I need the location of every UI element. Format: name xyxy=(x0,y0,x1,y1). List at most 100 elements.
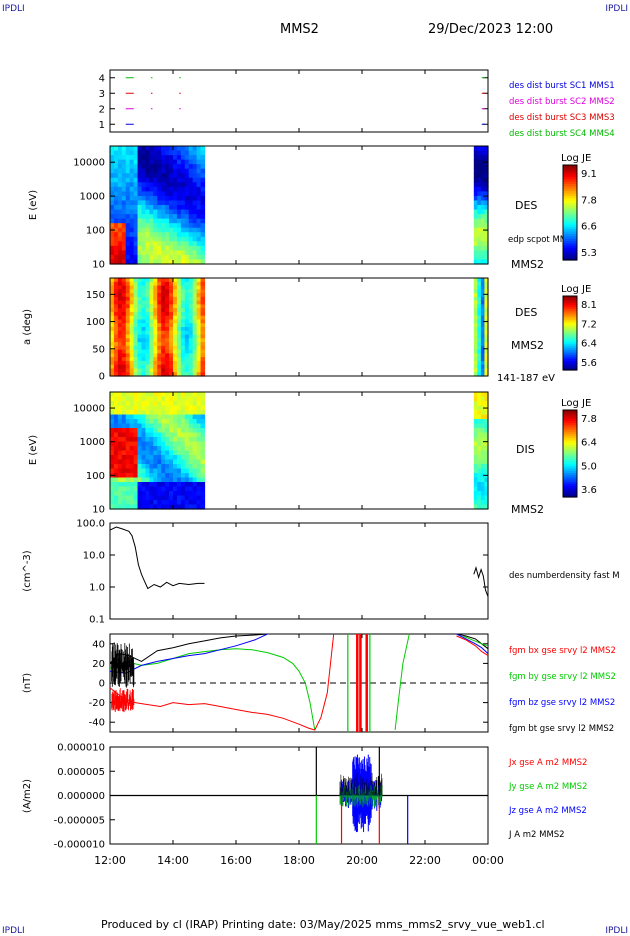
spectrogram-cell xyxy=(176,357,182,362)
spectrogram-cell xyxy=(173,482,178,488)
spectrogram-cell xyxy=(157,150,162,156)
spectrogram-cell xyxy=(165,468,170,474)
spectrogram-cell xyxy=(117,477,123,483)
spectrogram-cell xyxy=(121,289,127,294)
spectrogram-cell xyxy=(176,342,182,347)
spectrogram-cell xyxy=(157,214,162,220)
spectrogram-cell xyxy=(473,327,478,332)
spectrogram-cell xyxy=(113,182,119,188)
spectrogram-cell xyxy=(157,300,162,305)
spectrogram-cell xyxy=(153,227,158,233)
spectrogram-cell xyxy=(184,401,190,407)
spectrogram-cell xyxy=(188,245,194,251)
spectrogram-cell xyxy=(188,401,194,407)
spectrogram-cell xyxy=(141,177,147,183)
spectrogram-cell xyxy=(188,464,194,470)
spectrogram-cell xyxy=(157,410,162,416)
current-burst xyxy=(339,754,383,833)
current-ylabel: (A/m2) xyxy=(22,779,33,813)
spectrogram-cell xyxy=(153,473,158,479)
spectrogram-cell xyxy=(192,150,198,156)
spectrogram-cell xyxy=(165,200,170,206)
spectrogram-cell xyxy=(165,254,170,261)
spectrogram-cell xyxy=(113,372,119,377)
spectrogram-cell xyxy=(157,414,162,420)
des-pitch-y-tick-label: 100 xyxy=(86,317,105,328)
spectrogram-cell xyxy=(141,500,147,506)
spectrogram-cell xyxy=(176,254,182,261)
spectrogram-cell xyxy=(188,259,194,265)
spectrogram-cell xyxy=(165,477,170,483)
spectrogram-cell xyxy=(173,396,178,402)
spectrogram-cell xyxy=(192,349,198,354)
spectrogram-cell xyxy=(149,218,154,224)
spectrogram-cell xyxy=(180,450,186,456)
des-energy-colorbar-swatch xyxy=(563,231,577,235)
spectrogram-cell xyxy=(173,410,178,416)
spectrogram-cell xyxy=(117,441,123,447)
spectrogram-cell xyxy=(141,392,147,398)
spectrogram-cell xyxy=(176,455,182,461)
spectrogram-cell xyxy=(180,455,186,461)
spectrogram-cell xyxy=(125,281,131,287)
spectrogram-cell xyxy=(180,342,186,347)
spectrogram-cell xyxy=(176,168,182,174)
density-frame xyxy=(109,522,489,620)
spectrogram-cell xyxy=(117,446,123,452)
spectrogram-cell xyxy=(149,342,154,347)
spectrogram-cell xyxy=(157,486,162,492)
spectrogram-cell xyxy=(169,414,174,420)
spectrogram-cell xyxy=(188,293,194,298)
spectrogram-cell xyxy=(125,500,131,506)
spectrogram-cell xyxy=(153,396,158,402)
spectrogram-cell xyxy=(192,155,198,161)
spectrogram-cell xyxy=(145,368,150,373)
spectrogram-cell xyxy=(141,300,147,305)
spectrogram-cell xyxy=(473,164,478,170)
spectrogram-cell xyxy=(484,250,489,256)
spectrogram-cell xyxy=(137,311,143,317)
spectrogram-cell xyxy=(176,401,182,407)
spectrogram-cell xyxy=(473,146,478,152)
spectrogram-cell xyxy=(141,334,147,339)
spectrogram-cell xyxy=(125,227,131,233)
spectrogram-cell xyxy=(480,150,486,156)
spectrogram-cell xyxy=(149,245,154,251)
spectrogram-cell xyxy=(157,177,162,183)
spectrogram-cell xyxy=(196,205,202,211)
spectrogram-cell xyxy=(192,259,198,265)
spectrogram-cell xyxy=(188,205,194,211)
spectrogram-cell xyxy=(480,455,486,461)
spectrogram-cell xyxy=(480,173,486,179)
spectrogram-cell xyxy=(173,164,178,170)
spectrogram-cell xyxy=(141,315,147,321)
spectrogram-cell xyxy=(173,214,178,220)
spectrogram-cell xyxy=(180,468,186,474)
spectrogram-cell xyxy=(149,177,154,183)
spectrogram-cell xyxy=(473,168,478,174)
spectrogram-cell xyxy=(129,459,135,465)
spectrogram-cell xyxy=(169,464,174,470)
spectrogram-cell xyxy=(110,278,115,283)
spectrogram-cell xyxy=(173,437,178,443)
spectrogram-cell xyxy=(184,146,190,152)
spectrogram-cell xyxy=(117,428,123,434)
spectrogram-cell xyxy=(125,146,131,152)
spectrogram-cell xyxy=(149,353,154,358)
spectrogram-cell xyxy=(473,205,478,211)
spectrogram-cell xyxy=(169,491,174,497)
spectrogram-cell xyxy=(173,155,178,161)
spectrogram-cell xyxy=(192,200,198,206)
spectrogram-cell xyxy=(153,218,158,224)
spectrogram-cell xyxy=(157,223,162,229)
spectrogram-cell xyxy=(121,311,127,317)
spectrogram-cell xyxy=(180,459,186,465)
spectrogram-cell xyxy=(184,214,190,220)
spectrogram-cell xyxy=(133,432,139,438)
spectrogram-cell xyxy=(117,311,123,317)
spectrogram-cell xyxy=(180,360,186,366)
spectrogram-cell xyxy=(149,214,154,220)
spectrogram-cell xyxy=(165,278,170,283)
spectrogram-cell xyxy=(153,296,158,302)
spectrogram-cell xyxy=(117,357,123,362)
